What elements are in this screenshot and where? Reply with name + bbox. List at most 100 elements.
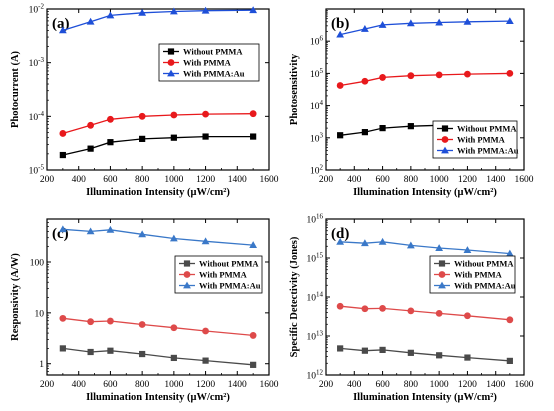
data-point [464,70,471,78]
plot-frame [46,8,270,171]
x-tick-label: 1400 [486,380,505,390]
data-point [379,305,386,312]
legend-swatch-marker [183,271,191,278]
panel-letter: (a) [52,16,70,32]
data-point [506,316,514,324]
data-point [360,239,369,247]
y-tick-label: 10-5 [29,164,45,177]
data-point [436,352,443,359]
data-point [87,121,95,129]
chart-panel-4: 200 400 600 800 1000 1200 1400 1600 1012 1013 1014… [289,213,534,404]
data-point [249,6,258,14]
x-tick-label: 800 [404,380,419,390]
data-point [107,115,114,123]
x-tick-label: 400 [347,380,362,390]
chart-panel-3: 200 400 600 800 1000 1200 1400 1600 1 10 100 Illumi… [10,218,279,403]
y-tick-label: 104 [310,99,324,112]
legend-swatch-marker [183,281,191,289]
x-tick-label: 200 [319,380,334,390]
legend-label: With PMMA:Au [454,281,516,291]
data-point [201,6,210,14]
data-point [107,347,114,354]
legend-swatch-marker [441,125,449,132]
x-tick-label: 800 [135,380,150,390]
y-axis-title: Responsivity (A/W) [10,253,21,341]
legend-label: Without PMMA [183,47,243,57]
data-point [250,361,257,368]
data-point [337,345,344,352]
data-point [505,249,514,257]
data-point [59,151,66,159]
data-point [107,139,114,146]
legend-swatch-marker [167,48,175,55]
data-point [464,312,471,320]
y-tick-label: 106 [310,35,324,48]
data-point [202,357,209,364]
x-tick-label: 1200 [458,380,477,390]
x-tick-label: 1400 [228,175,247,185]
legend-label: Without PMMA [457,124,517,134]
data-point [138,321,146,328]
data-point [249,332,257,339]
data-point [435,18,444,26]
x-axis-title: Illumination Intensity (μW/cm²) [86,187,230,198]
x-tick-label: 1600 [515,175,534,185]
x-tick-label: 1200 [196,175,215,185]
legend-swatch-marker [441,136,449,143]
data-point [138,8,147,16]
data-point [506,70,514,77]
legend-label: Without PMMA [199,259,259,269]
y-tick-label: 10-4 [29,110,45,123]
series-3 [336,17,514,38]
data-point [379,346,386,354]
data-point [138,112,146,120]
x-tick-label: 1000 [164,175,183,185]
x-tick-label: 1600 [515,380,534,390]
y-axis-title: Specific Detectivity (Jones) [289,236,300,357]
data-point [379,74,386,81]
data-point [505,17,514,25]
data-point [202,327,209,335]
data-point [58,26,67,34]
data-point [250,133,257,140]
y-tick-label: 102 [310,164,324,177]
series-3 [336,237,514,257]
series-2 [59,314,257,339]
data-point [59,130,67,137]
data-point [59,314,67,322]
data-point [59,345,66,352]
data-point [201,237,210,245]
data-point [202,133,209,140]
series-3 [58,225,258,249]
x-tick-label: 1000 [430,380,449,390]
x-tick-label: 800 [404,175,419,185]
y-axis-title: Photosensitivity [289,53,300,125]
legend-label: With PMMA [199,270,248,280]
x-tick-label: 600 [103,380,118,390]
data-point [361,347,368,354]
y-tick-label: 105 [310,67,324,80]
x-axis-title: Illumination Intensity (μW/cm²) [353,392,497,403]
data-point [336,237,345,245]
legend-swatch-marker [441,146,449,154]
x-tick-label: 400 [347,175,362,185]
data-point [406,241,415,249]
data-point [435,244,444,251]
legend-label: With PMMA [454,270,503,280]
data-point [170,324,178,332]
y-tick-label: 1 [39,360,44,370]
x-tick-label: 200 [319,175,334,185]
data-point [378,21,387,28]
data-point [86,227,95,235]
data-point [435,309,443,317]
x-axis-title: Illumination Intensity (μW/cm²) [86,392,230,403]
data-point [106,11,115,19]
data-point [407,72,415,80]
x-tick-label: 1000 [430,175,449,185]
panel-letter: (b) [331,16,349,32]
x-tick-label: 400 [72,380,87,390]
panel-letter: (d) [331,226,349,242]
